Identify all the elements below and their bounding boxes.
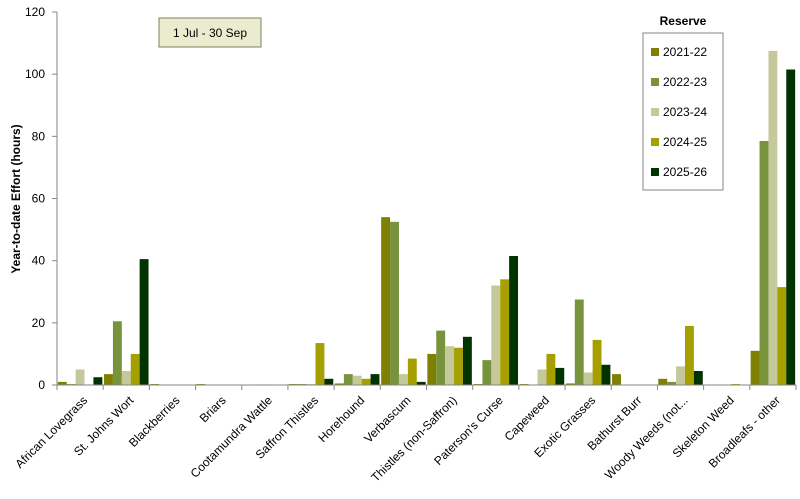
bar	[334, 383, 344, 385]
y-tick-label: 80	[32, 129, 46, 143]
legend-swatch	[651, 168, 659, 176]
bar	[454, 347, 463, 385]
bar	[324, 378, 334, 385]
legend-label: 2025-26	[663, 165, 707, 179]
bar	[482, 360, 492, 385]
bar	[601, 364, 611, 385]
bar	[777, 287, 787, 385]
date-range-label: 1 Jul - 30 Sep	[173, 26, 247, 40]
bar	[693, 371, 703, 385]
bar	[416, 381, 426, 385]
date-range-annotation: 1 Jul - 30 Sep	[158, 17, 262, 48]
bar	[574, 299, 584, 385]
bar	[398, 374, 408, 385]
bar	[676, 366, 685, 385]
y-tick-label: 100	[25, 67, 45, 81]
y-tick-label: 20	[32, 316, 46, 330]
bar	[139, 259, 149, 385]
bar	[658, 378, 668, 385]
bar	[750, 350, 760, 385]
bar	[583, 372, 593, 385]
bar	[491, 285, 501, 385]
legend-box	[642, 32, 724, 191]
bar	[93, 377, 103, 385]
legend-swatch	[651, 108, 659, 116]
bar	[130, 353, 140, 385]
bar	[759, 140, 769, 385]
bar	[684, 325, 694, 385]
x-tick-label: Woody Weeds (not...	[602, 393, 691, 482]
legend-title: Reserve	[660, 14, 707, 28]
y-tick-label: 0	[38, 378, 45, 392]
bar	[555, 367, 565, 385]
x-tick-label: African Lovegrass	[12, 393, 90, 471]
bar	[500, 279, 510, 385]
bar	[427, 353, 437, 385]
legend-label: 2021-22	[663, 45, 707, 59]
bars	[57, 50, 796, 386]
bar	[445, 346, 455, 385]
bar	[768, 50, 778, 386]
bar	[390, 221, 399, 385]
bar	[436, 330, 446, 385]
bar	[315, 343, 325, 385]
y-axis-title: Year-to-date Effort (hours)	[9, 124, 23, 273]
bar	[592, 339, 602, 385]
legend-label: 2024-25	[663, 135, 707, 149]
legend-swatch	[651, 138, 659, 146]
bar	[361, 378, 371, 385]
date-range-box	[158, 17, 262, 48]
legend-label: 2023-24	[663, 105, 707, 119]
x-tick-label: Thistles (non-Saffron)	[368, 393, 459, 484]
bar	[612, 374, 621, 385]
bar	[352, 375, 362, 385]
bar	[667, 381, 677, 385]
y-axis: 0 20 40 60 80 100 120	[25, 5, 58, 392]
bar	[381, 217, 391, 385]
bar	[57, 381, 67, 385]
bar	[343, 374, 353, 385]
bar	[509, 256, 519, 385]
x-tick-label: Horehound	[315, 393, 367, 445]
x-tick-label: Cootamundra Wattle	[188, 393, 276, 481]
legend: 2021-22 2022-23 2023-24 2024-25 2025-26	[642, 32, 724, 191]
legend-swatch	[651, 48, 659, 56]
bar	[565, 383, 575, 385]
bar	[104, 374, 113, 385]
bar	[75, 369, 85, 385]
bar	[462, 336, 472, 385]
legend-swatch	[651, 78, 659, 86]
y-tick-label: 60	[32, 192, 46, 206]
bar	[546, 353, 556, 385]
bar	[370, 374, 380, 385]
bar	[121, 371, 131, 385]
y-tick-label: 40	[32, 254, 46, 268]
bar	[786, 69, 796, 386]
legend-label: 2022-23	[663, 75, 707, 89]
y-tick-label: 120	[25, 5, 45, 19]
x-tick-label: Briars	[197, 393, 229, 425]
bar	[112, 321, 122, 385]
bar	[407, 358, 417, 385]
bar	[537, 369, 547, 385]
